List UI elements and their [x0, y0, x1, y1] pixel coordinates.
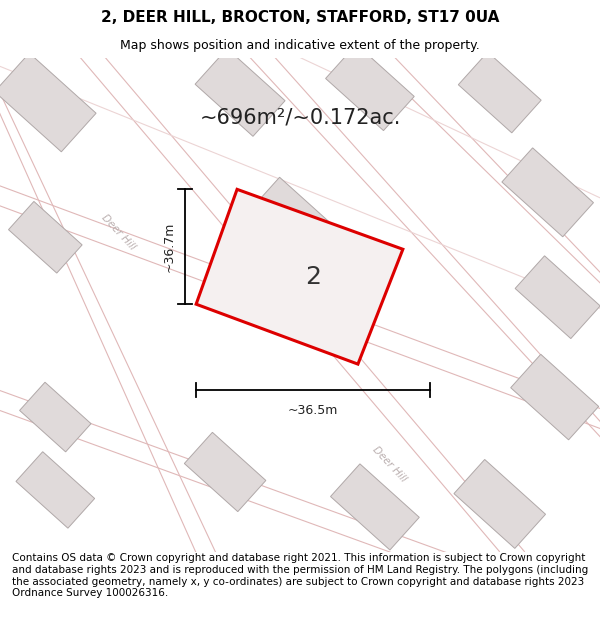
Polygon shape [16, 452, 95, 528]
Polygon shape [196, 189, 403, 364]
Text: 2, DEER HILL, BROCTON, STAFFORD, ST17 0UA: 2, DEER HILL, BROCTON, STAFFORD, ST17 0U… [101, 11, 499, 26]
Polygon shape [502, 148, 593, 237]
Text: ~36.5m: ~36.5m [288, 404, 338, 416]
Text: ~36.7m: ~36.7m [163, 222, 176, 272]
Polygon shape [458, 52, 541, 133]
Polygon shape [195, 49, 285, 136]
Polygon shape [515, 256, 600, 339]
Text: Deer Hill: Deer Hill [371, 444, 409, 484]
Polygon shape [326, 44, 414, 131]
Polygon shape [184, 432, 266, 512]
Polygon shape [223, 177, 387, 338]
Text: 2: 2 [305, 265, 322, 289]
Text: Deer Hill: Deer Hill [100, 213, 137, 252]
Polygon shape [511, 354, 599, 440]
Polygon shape [331, 464, 419, 550]
Text: Map shows position and indicative extent of the property.: Map shows position and indicative extent… [120, 39, 480, 52]
Text: ~696m²/~0.172ac.: ~696m²/~0.172ac. [199, 107, 401, 127]
Polygon shape [8, 201, 82, 273]
Polygon shape [454, 459, 545, 548]
Text: Contains OS data © Crown copyright and database right 2021. This information is : Contains OS data © Crown copyright and d… [12, 553, 588, 598]
Polygon shape [0, 53, 96, 152]
Polygon shape [20, 382, 91, 452]
